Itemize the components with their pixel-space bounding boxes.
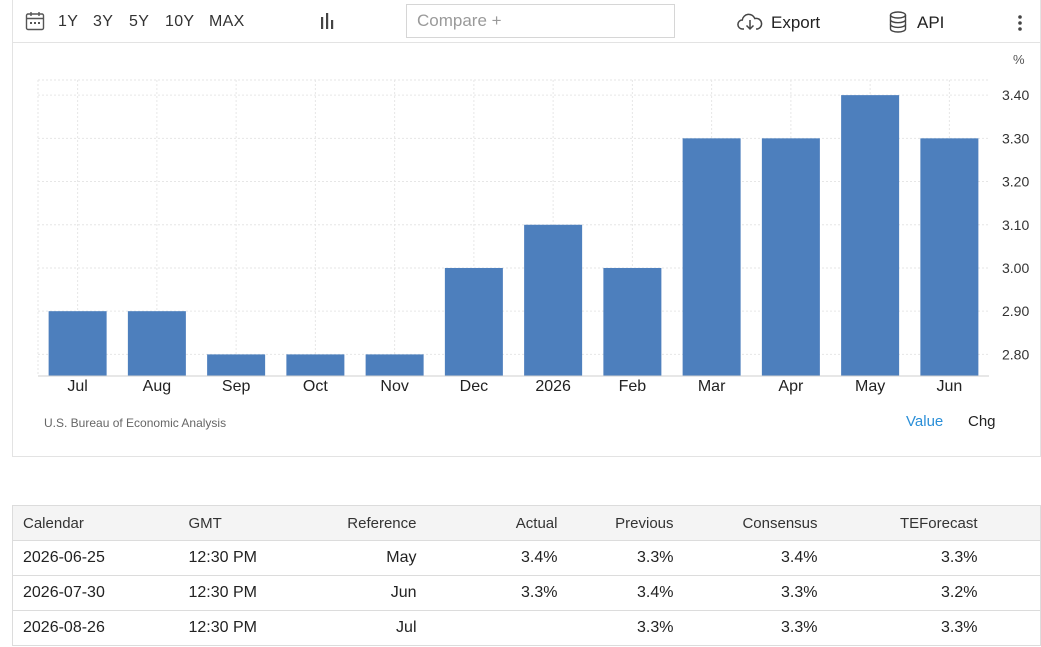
y-unit-label: % — [1013, 52, 1025, 67]
x-tick-label: Mar — [698, 378, 726, 395]
bar — [48, 311, 107, 376]
row-date: 2026-07-30 — [12, 575, 189, 611]
x-tick-label: Oct — [303, 378, 328, 395]
row-actual: 3.4% — [416, 540, 558, 576]
bar — [444, 267, 503, 376]
row-spacer — [977, 610, 1041, 646]
header-actual: Actual — [416, 505, 558, 541]
x-tick-label: Apr — [778, 378, 804, 395]
x-tick-label: Aug — [143, 378, 171, 395]
row-reference: May — [298, 540, 417, 576]
export-button[interactable]: Export — [771, 13, 821, 32]
cloud-download-icon[interactable] — [737, 12, 763, 32]
y-tick-label: 3.30 — [1002, 130, 1029, 146]
calendar-header-row: Calendar GMT Reference Actual Previous C… — [12, 505, 1041, 541]
more-vertical-icon[interactable] — [1013, 14, 1027, 32]
bar — [365, 354, 424, 376]
header-reference: Reference — [298, 505, 417, 541]
header-gmt: GMT — [188, 505, 299, 541]
compare-input[interactable] — [406, 4, 675, 38]
table-row: 2026-06-25 12:30 PM May 3.4% 3.3% 3.4% 3… — [12, 540, 1041, 576]
row-spacer — [977, 575, 1041, 611]
y-tick-label: 2.80 — [1002, 346, 1029, 362]
bar — [682, 138, 741, 376]
y-tick-label: 2.90 — [1002, 303, 1029, 319]
x-tick-label: Jul — [67, 378, 87, 395]
header-consensus: Consensus — [673, 505, 818, 541]
row-spacer — [977, 540, 1041, 576]
table-row: 2026-08-26 12:30 PM Jul 3.3% 3.3% 3.3% — [12, 610, 1041, 646]
bar — [920, 138, 979, 376]
x-tick-label: Nov — [380, 378, 408, 395]
row-time: 12:30 PM — [188, 575, 299, 611]
row-teforecast: 3.3% — [817, 540, 978, 576]
chart-toolbar: 1Y 3Y 5Y 10Y MAX Export API — [12, 0, 1041, 43]
bar — [524, 224, 583, 376]
bar-chart: 2.80 2.90 3.00 3.10 3.20 3.30 3.40% Jul Aug Sep Oc… — [37, 52, 1029, 395]
range-10y-button[interactable]: 10Y — [165, 13, 195, 30]
table-row: 2026-07-30 12:30 PM Jun 3.3% 3.4% 3.3% 3… — [12, 575, 1041, 611]
y-tick-label: 3.40 — [1002, 87, 1029, 103]
row-date: 2026-06-25 — [12, 540, 189, 576]
row-previous: 3.3% — [557, 540, 674, 576]
bar — [207, 354, 266, 376]
api-button[interactable]: API — [917, 13, 945, 32]
header-calendar: Calendar — [12, 505, 189, 541]
y-tick-label: 3.20 — [1002, 174, 1029, 190]
row-consensus: 3.4% — [673, 540, 818, 576]
value-toggle[interactable]: Value — [906, 413, 944, 430]
source-label: U.S. Bureau of Economic Analysis — [44, 416, 227, 430]
range-3y-button[interactable]: 3Y — [93, 13, 114, 30]
bar — [841, 95, 900, 376]
x-tick-label: Jun — [936, 378, 962, 395]
row-consensus: 3.3% — [673, 575, 818, 611]
chart-panel: 2.80 2.90 3.00 3.10 3.20 3.30 3.40% Jul Aug Sep Oc… — [12, 43, 1041, 457]
row-teforecast: 3.2% — [817, 575, 978, 611]
row-previous: 3.3% — [557, 610, 674, 646]
row-actual: 3.3% — [416, 575, 558, 611]
row-consensus: 3.3% — [673, 610, 818, 646]
bar — [603, 267, 662, 376]
change-toggle[interactable]: Chg — [968, 413, 996, 430]
bar — [286, 354, 345, 376]
row-time: 12:30 PM — [188, 610, 299, 646]
x-tick-label: Dec — [460, 378, 488, 395]
header-previous: Previous — [557, 505, 674, 541]
x-tick-label: May — [855, 378, 885, 395]
row-time: 12:30 PM — [188, 540, 299, 576]
x-tick-label: Sep — [222, 378, 251, 395]
y-tick-label: 3.00 — [1002, 260, 1029, 276]
row-teforecast: 3.3% — [817, 610, 978, 646]
bar — [127, 311, 186, 376]
calendar-table: Calendar GMT Reference Actual Previous C… — [12, 505, 1041, 646]
range-1y-button[interactable]: 1Y — [58, 13, 79, 30]
y-tick-label: 3.10 — [1002, 217, 1029, 233]
range-5y-button[interactable]: 5Y — [129, 13, 150, 30]
row-reference: Jul — [298, 610, 417, 646]
row-previous: 3.4% — [557, 575, 674, 611]
x-tick-label: Feb — [619, 378, 647, 395]
header-spacer — [977, 505, 1041, 541]
row-reference: Jun — [298, 575, 417, 611]
header-teforecast: TEForecast — [817, 505, 978, 541]
row-actual — [416, 610, 558, 646]
row-date: 2026-08-26 — [12, 610, 189, 646]
calendar-icon[interactable] — [25, 11, 45, 31]
database-icon[interactable] — [889, 11, 907, 33]
bar-chart-icon[interactable] — [319, 12, 337, 30]
bar — [761, 138, 820, 376]
x-tick-label: 2026 — [535, 378, 571, 395]
range-max-button[interactable]: MAX — [209, 13, 245, 30]
